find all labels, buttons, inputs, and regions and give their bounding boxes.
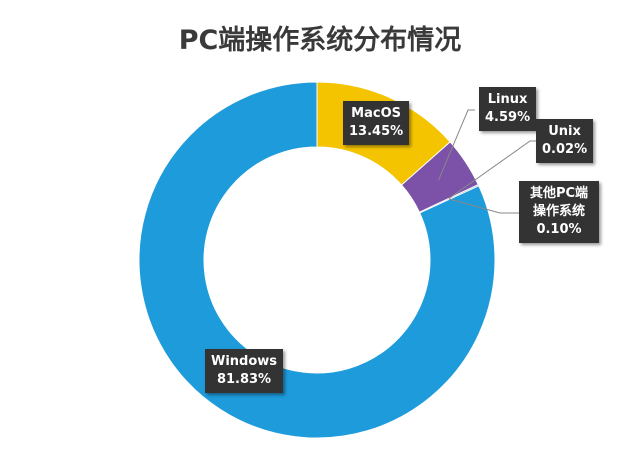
data-label-windows: Windows 81.83% bbox=[205, 349, 284, 393]
data-label-other: 其他PC端操作系统 0.10% bbox=[519, 181, 599, 243]
label-value: 4.59% bbox=[485, 110, 531, 125]
label-value: 81.83% bbox=[216, 372, 272, 387]
leader-line-linux bbox=[438, 109, 475, 181]
chart-title: PC端操作系统分布情况 bbox=[178, 25, 462, 56]
leader-line-其他pc端操作系统 bbox=[448, 198, 519, 214]
data-label-unix: Unix 0.02% bbox=[536, 119, 594, 163]
label-name: Linux bbox=[487, 92, 528, 107]
leader-line-unix bbox=[448, 140, 536, 199]
label-value: 0.10% bbox=[536, 222, 582, 237]
label-name: Unix bbox=[548, 124, 581, 139]
label-value: 0.02% bbox=[542, 142, 588, 157]
label-name: 其他PC端操作系统 bbox=[529, 186, 589, 219]
label-name: Windows bbox=[211, 354, 278, 369]
label-value: 13.45% bbox=[349, 124, 404, 139]
data-label-linux: Linux 4.59% bbox=[479, 87, 537, 131]
label-name: MacOS bbox=[351, 106, 401, 121]
slice-windows bbox=[138, 81, 496, 439]
data-label-macos: MacOS 13.45% bbox=[343, 101, 410, 145]
